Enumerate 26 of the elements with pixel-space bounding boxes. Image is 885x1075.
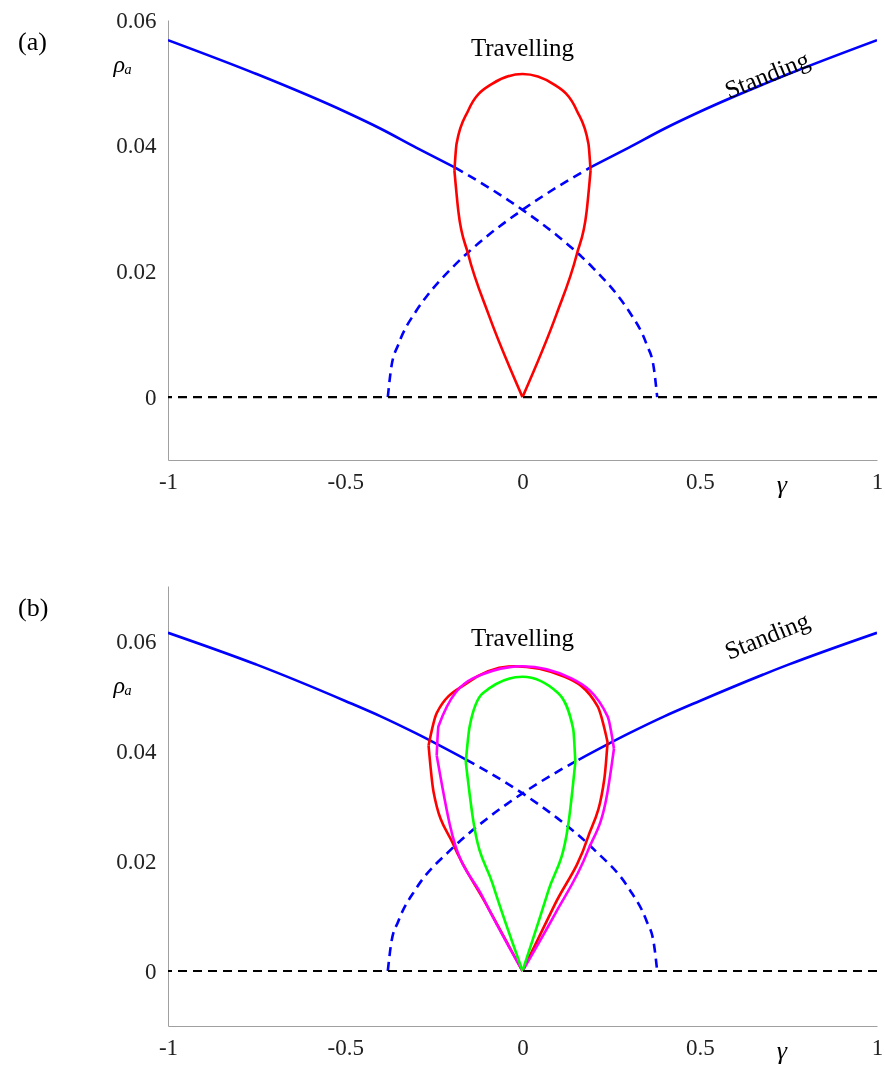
y-tick-label: 0.04	[116, 133, 157, 159]
y-axis-title: ρₐ	[112, 671, 133, 698]
x-tick-label: 0	[517, 1034, 529, 1060]
x-tick-label: 0	[517, 468, 529, 494]
x-tick-label: 0.5	[685, 468, 715, 494]
text: (a)	[18, 27, 47, 56]
x-tick-label: -1	[158, 1034, 179, 1060]
x-tick-label: -1	[158, 468, 179, 494]
text: (b)	[18, 593, 49, 622]
y-tick-label: 0	[145, 384, 157, 410]
x-axis-title: γ	[776, 1035, 788, 1065]
x-tick-label: -0.5	[327, 468, 364, 494]
y-tick-label: 0.02	[116, 848, 157, 874]
annotation: Travelling	[470, 34, 575, 61]
x-tick-label: 0.5	[685, 1034, 715, 1060]
x-tick-label: 1	[871, 468, 884, 494]
x-axis-title: γ	[776, 469, 788, 499]
x-tick-label: 1	[871, 1034, 884, 1060]
x-tick-label: -0.5	[327, 1034, 364, 1060]
annotation: Travelling	[470, 624, 575, 651]
y-tick-label: 0	[145, 958, 157, 984]
y-axis-title: ρₐ	[112, 50, 133, 77]
y-tick-label: 0.06	[116, 7, 157, 33]
y-tick-label: 0.06	[116, 628, 157, 654]
y-tick-label: 0.04	[116, 738, 157, 764]
y-tick-label: 0.02	[116, 258, 157, 284]
